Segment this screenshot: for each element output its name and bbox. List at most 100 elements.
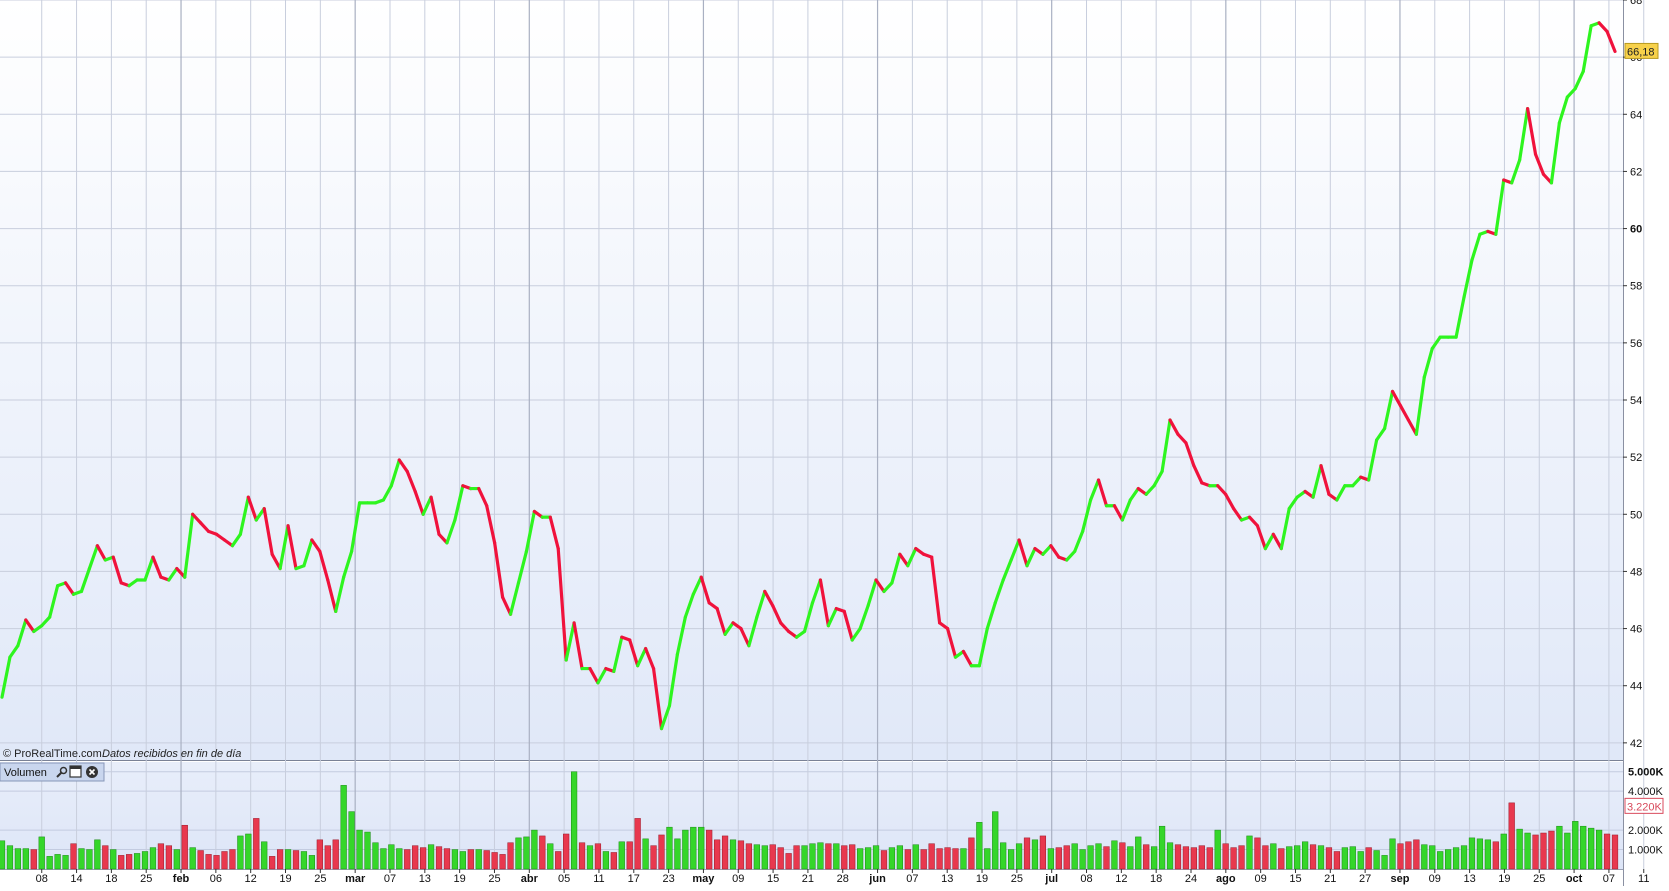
volume-bar <box>833 843 840 870</box>
volume-bar <box>523 836 530 870</box>
time-tick-label: 15 <box>767 873 779 885</box>
volume-bar <box>348 811 355 870</box>
price-segment <box>866 578 878 608</box>
volume-tick-label: 5.000K <box>1628 767 1664 779</box>
volume-bar <box>1556 825 1563 870</box>
volume-bar <box>1484 839 1491 870</box>
price-segment <box>763 589 775 608</box>
time-tick-label: 27 <box>1359 873 1371 885</box>
price-segment <box>1382 389 1395 431</box>
volume-bar <box>618 841 625 870</box>
price-segment <box>493 541 505 599</box>
time-tick-label: sep <box>1390 873 1409 885</box>
volume-bar <box>936 848 943 870</box>
price-segment <box>667 652 679 708</box>
volume-bar <box>205 854 212 870</box>
price-segment <box>1136 486 1148 496</box>
volume-bar <box>1151 846 1158 870</box>
price-segment <box>794 629 807 639</box>
price-segment <box>1152 469 1164 488</box>
volume-bar <box>634 818 641 870</box>
price-segment <box>985 601 997 631</box>
price-segment <box>350 501 362 554</box>
price-segment <box>1168 418 1180 436</box>
volume-bar <box>245 833 252 870</box>
time-tick-label: 12 <box>245 873 257 885</box>
price-segment <box>1335 484 1347 502</box>
price-segment <box>651 666 664 731</box>
price-segment <box>1549 121 1561 185</box>
volume-bar <box>769 844 776 870</box>
price-segment <box>151 555 163 579</box>
volume-bar <box>1071 843 1078 870</box>
price-segment <box>16 618 28 648</box>
volume-bar <box>1389 838 1396 870</box>
price-tick-label: 56 <box>1630 338 1642 350</box>
volume-bar <box>682 829 689 870</box>
volume-bar <box>1135 836 1142 870</box>
volume-bar <box>880 850 888 870</box>
volume-bar <box>38 836 45 870</box>
current-volume-label: 3.220K <box>1627 801 1663 813</box>
volume-bar <box>1158 825 1166 870</box>
volume-bar <box>491 852 498 870</box>
price-segment <box>1255 524 1267 551</box>
time-tick-label: 09 <box>1429 873 1441 885</box>
volume-bar <box>1397 843 1404 870</box>
volume-bar <box>952 848 959 870</box>
volume-bar <box>785 853 792 870</box>
volume-bar <box>1381 855 1388 870</box>
volume-bar <box>1286 846 1293 870</box>
window-icon[interactable] <box>69 765 82 778</box>
volume-bar <box>126 854 133 870</box>
price-segment <box>1375 426 1387 442</box>
price-segment <box>564 621 576 662</box>
current-volume-tag <box>1624 797 1664 814</box>
wrench-icon[interactable] <box>56 766 68 778</box>
time-tick-label: 09 <box>1255 873 1267 885</box>
volume-bar <box>1341 847 1348 870</box>
price-segment <box>95 544 107 562</box>
price-tick-label: 52 <box>1630 452 1642 464</box>
volume-bar <box>94 839 101 870</box>
volume-bar <box>237 835 244 870</box>
price-segment <box>787 629 799 639</box>
volume-bar <box>213 855 220 870</box>
time-tick-label: 15 <box>1289 873 1301 885</box>
price-segment <box>874 578 886 594</box>
price-segment <box>8 644 20 659</box>
volume-bar <box>483 850 490 870</box>
time-tick-label: 25 <box>314 873 326 885</box>
price-segment <box>961 649 973 668</box>
price-segment <box>691 575 703 596</box>
volume-bar <box>658 834 665 870</box>
close-icon[interactable] <box>86 766 98 778</box>
price-segment <box>1565 86 1577 99</box>
volume-bar <box>666 826 673 870</box>
price-segment <box>628 638 640 668</box>
volume-bar <box>292 850 300 870</box>
time-tick-label: oct <box>1566 873 1583 885</box>
time-tick-label: mar <box>345 873 366 885</box>
volume-bar <box>221 851 228 870</box>
price-tick-label: 58 <box>1630 281 1642 293</box>
volume-bar <box>610 852 617 870</box>
volume-bar <box>1437 851 1444 870</box>
volume-bar <box>1325 847 1333 870</box>
price-segment <box>1081 498 1093 534</box>
volume-bar <box>650 845 657 870</box>
volume-bar <box>570 771 578 870</box>
price-segment <box>644 646 656 671</box>
volume-bar <box>1421 844 1428 870</box>
price-segment <box>238 495 250 536</box>
volume-bar <box>1031 839 1039 870</box>
volume-bar <box>1317 845 1325 870</box>
price-segment <box>953 649 966 659</box>
volume-bar <box>539 835 546 870</box>
price-segment <box>914 546 926 556</box>
time-tick-label: 09 <box>732 873 744 885</box>
volume-bar <box>809 843 816 870</box>
price-segment <box>477 486 489 508</box>
price-segment <box>405 469 417 494</box>
price-tick-label: 62 <box>1630 166 1642 178</box>
